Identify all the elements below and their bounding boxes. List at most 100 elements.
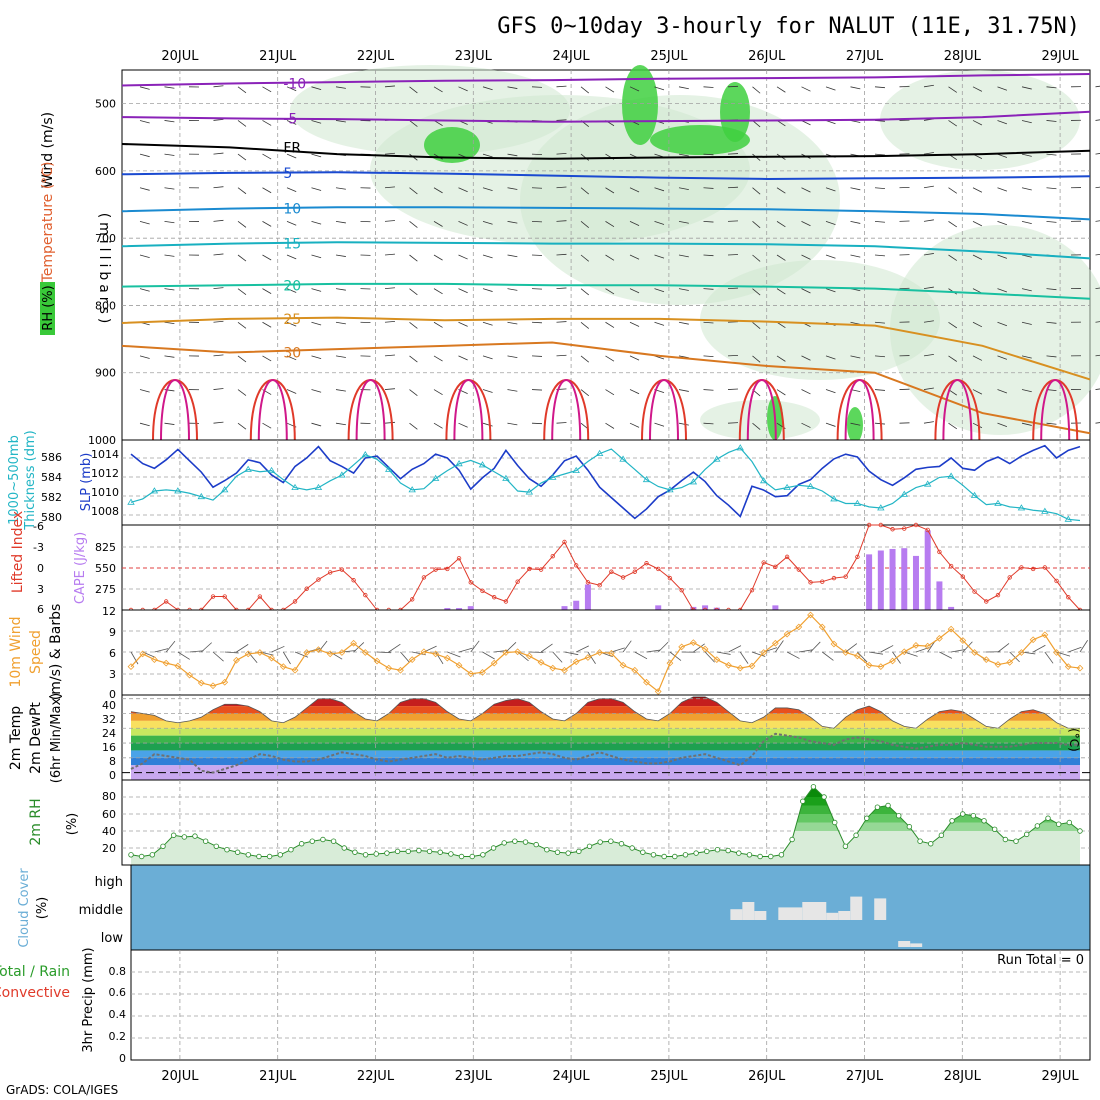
wind-barb xyxy=(997,288,1008,293)
wind-barb xyxy=(951,649,965,653)
thickness-point xyxy=(759,477,768,484)
wind-barb xyxy=(776,321,786,329)
wind-barb xyxy=(798,649,813,653)
wind-barb xyxy=(335,187,346,190)
cape-tick: 825 xyxy=(95,541,116,554)
wind-speed-point xyxy=(525,652,533,660)
isotherm-label: -5 xyxy=(283,111,297,127)
date-label-top: 27JUL xyxy=(846,49,884,64)
wind-barb xyxy=(262,254,272,261)
wind-barb xyxy=(923,286,934,290)
wind-barb xyxy=(262,288,272,294)
wind-barb xyxy=(1095,119,1100,121)
wind-speed-point xyxy=(490,659,498,667)
rh-point xyxy=(490,845,497,851)
wind-barb xyxy=(703,254,714,257)
thickness-point xyxy=(267,466,276,474)
wind-barb xyxy=(605,389,615,396)
rh-point xyxy=(970,813,977,819)
wind-barb xyxy=(703,422,714,425)
wind-speed-point xyxy=(760,649,768,656)
wind-barb xyxy=(311,254,322,259)
thickness-point xyxy=(830,495,838,502)
wind-speed-point xyxy=(279,663,287,671)
rh-point xyxy=(458,853,465,860)
thickness-tick: 584 xyxy=(41,471,62,484)
wind-barb xyxy=(237,355,247,363)
wind-barb xyxy=(880,645,894,653)
wind-barb xyxy=(556,253,567,256)
wind-barb xyxy=(776,221,786,228)
slp-grid xyxy=(122,440,1090,525)
wind-speed-point xyxy=(818,623,826,631)
wind-barb xyxy=(311,422,322,427)
lifted-index-point xyxy=(222,594,227,599)
wind-barb xyxy=(776,187,786,194)
wind-barb xyxy=(294,651,309,658)
li-tick: 6 xyxy=(37,603,44,616)
wind-barb xyxy=(494,649,509,653)
wind-barb xyxy=(139,220,150,225)
lifted-index-point xyxy=(304,586,309,591)
thickness-point xyxy=(877,504,885,511)
wind-barb xyxy=(580,254,590,262)
wind-barb xyxy=(678,86,689,90)
lifted-index-point xyxy=(503,599,509,604)
lifted-index-point xyxy=(620,575,626,580)
thickness-point xyxy=(689,478,698,485)
wind-tick: 12 xyxy=(102,605,116,618)
wind-barb xyxy=(801,355,811,361)
wind-barb xyxy=(972,120,983,126)
wind-speed-point xyxy=(561,666,568,674)
wind-barb xyxy=(237,153,247,161)
wind-barb xyxy=(335,254,346,257)
wind-speed-point xyxy=(397,666,404,674)
wind-barb xyxy=(1021,187,1032,191)
wind-barb xyxy=(458,220,468,226)
wind-speed-point xyxy=(1053,649,1060,656)
wind-barb xyxy=(282,651,291,665)
wind-barb xyxy=(629,321,640,327)
rh-point xyxy=(586,843,593,849)
wind-barb xyxy=(213,388,224,390)
wind-barb xyxy=(752,355,761,363)
surface-isotherm xyxy=(551,379,582,441)
wind-barb xyxy=(433,355,443,362)
wind-barb xyxy=(433,389,443,396)
wind-label-2: Speed xyxy=(28,630,44,674)
wind-barb xyxy=(286,120,297,125)
lifted-index-point xyxy=(902,526,907,531)
wind-barb xyxy=(752,422,761,430)
wind-barb xyxy=(409,288,418,296)
rh-shading-region xyxy=(520,95,840,305)
wind-barb xyxy=(237,254,247,262)
wind-barb xyxy=(1046,355,1057,358)
rh-point xyxy=(608,838,614,844)
wind-barb xyxy=(962,641,973,653)
thickness-point xyxy=(1064,515,1072,522)
lifted-index-point xyxy=(327,570,333,575)
wind-barb xyxy=(335,389,346,392)
rh-point xyxy=(981,818,987,824)
wind-speed-point xyxy=(936,634,943,642)
wind-barb xyxy=(825,220,836,225)
wind-barb xyxy=(507,86,518,89)
wind-barb xyxy=(164,153,175,156)
rh-point xyxy=(704,848,710,855)
isotherm-label: 25 xyxy=(283,312,301,328)
wind-barb xyxy=(286,220,297,226)
temperature-contours: -10 -5 FR 5 10 15 20 25 30 xyxy=(121,73,1091,441)
wind-speed-point xyxy=(877,663,885,671)
cape-bar xyxy=(924,530,931,610)
wind-barb xyxy=(213,219,224,222)
wind-speed-point xyxy=(420,648,428,656)
thickness-point xyxy=(455,460,463,467)
wind-barb xyxy=(634,651,648,660)
thickness-point xyxy=(408,486,416,493)
rh-point xyxy=(1045,815,1051,821)
lifted-index-point xyxy=(890,527,895,532)
wind-barb xyxy=(384,321,395,323)
wind-barb xyxy=(874,389,885,391)
rh-point xyxy=(1034,823,1041,829)
wind-barb xyxy=(703,355,714,358)
